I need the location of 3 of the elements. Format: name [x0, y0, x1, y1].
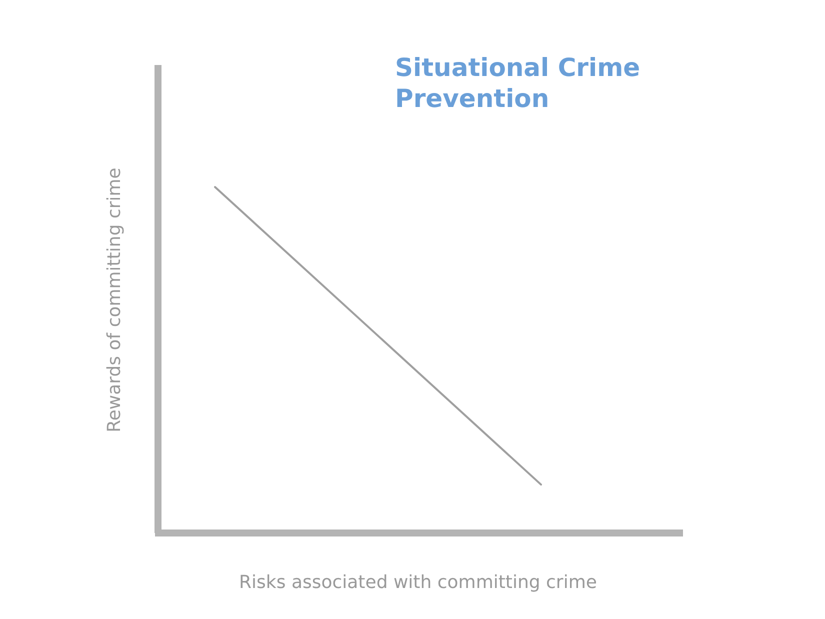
chart-title: Situational Crime Prevention [395, 53, 640, 113]
y-axis-title: Rewards of committing crime [104, 168, 125, 432]
x-axis-title: Risks associated with committing crime [239, 572, 597, 593]
